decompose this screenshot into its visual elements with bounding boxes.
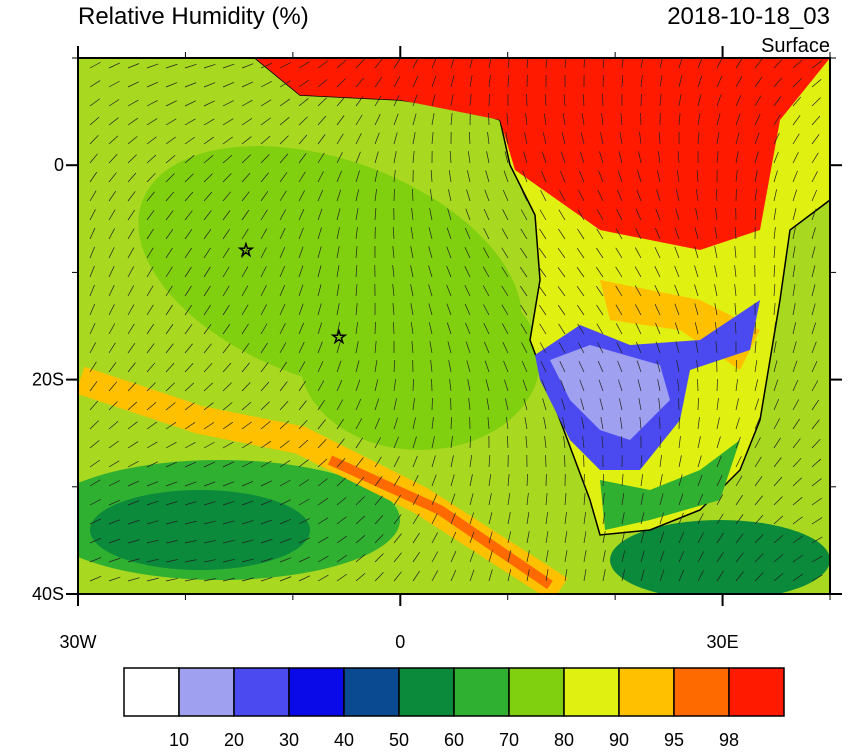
colorbar-box — [289, 668, 344, 716]
colorbar-label: 90 — [609, 730, 629, 750]
colorbar-box — [619, 668, 674, 716]
colorbar-label: 40 — [334, 730, 354, 750]
colorbar-box — [179, 668, 234, 716]
colorbar-box — [344, 668, 399, 716]
colorbar-box — [564, 668, 619, 716]
colorbar-label: 60 — [444, 730, 464, 750]
star: ☆ — [238, 240, 254, 260]
lat-label: 20S — [32, 370, 64, 390]
star: ☆ — [331, 327, 347, 347]
colorbar-label: 20 — [224, 730, 244, 750]
colorbar-label: 10 — [169, 730, 189, 750]
colorbar-label: 98 — [719, 730, 739, 750]
map-field: ☆ ☆ — [40, 56, 830, 600]
colorbar-box — [399, 668, 454, 716]
level: Surface — [761, 35, 830, 57]
colorbar-box — [674, 668, 729, 716]
colorbar-label: 70 — [499, 730, 519, 750]
colorbar-label: 95 — [664, 730, 684, 750]
colorbar-box — [729, 668, 784, 716]
colorbar-label: 80 — [554, 730, 574, 750]
title: Relative Humidity (%) — [78, 3, 309, 30]
valid-time: 2018-10-18_03 — [667, 3, 830, 30]
lon-label: 30W — [59, 632, 96, 652]
lat-label: 0 — [54, 155, 64, 175]
colorbar-box — [509, 668, 564, 716]
colorbar-label: 30 — [279, 730, 299, 750]
colorbar-box — [454, 668, 509, 716]
lon-label: 30E — [707, 632, 739, 652]
colorbar-box — [234, 668, 289, 716]
colorbar-label: 50 — [389, 730, 409, 750]
lat-label: 40S — [32, 584, 64, 604]
colorbar-box — [124, 668, 179, 716]
lon-label: 0 — [395, 632, 405, 652]
